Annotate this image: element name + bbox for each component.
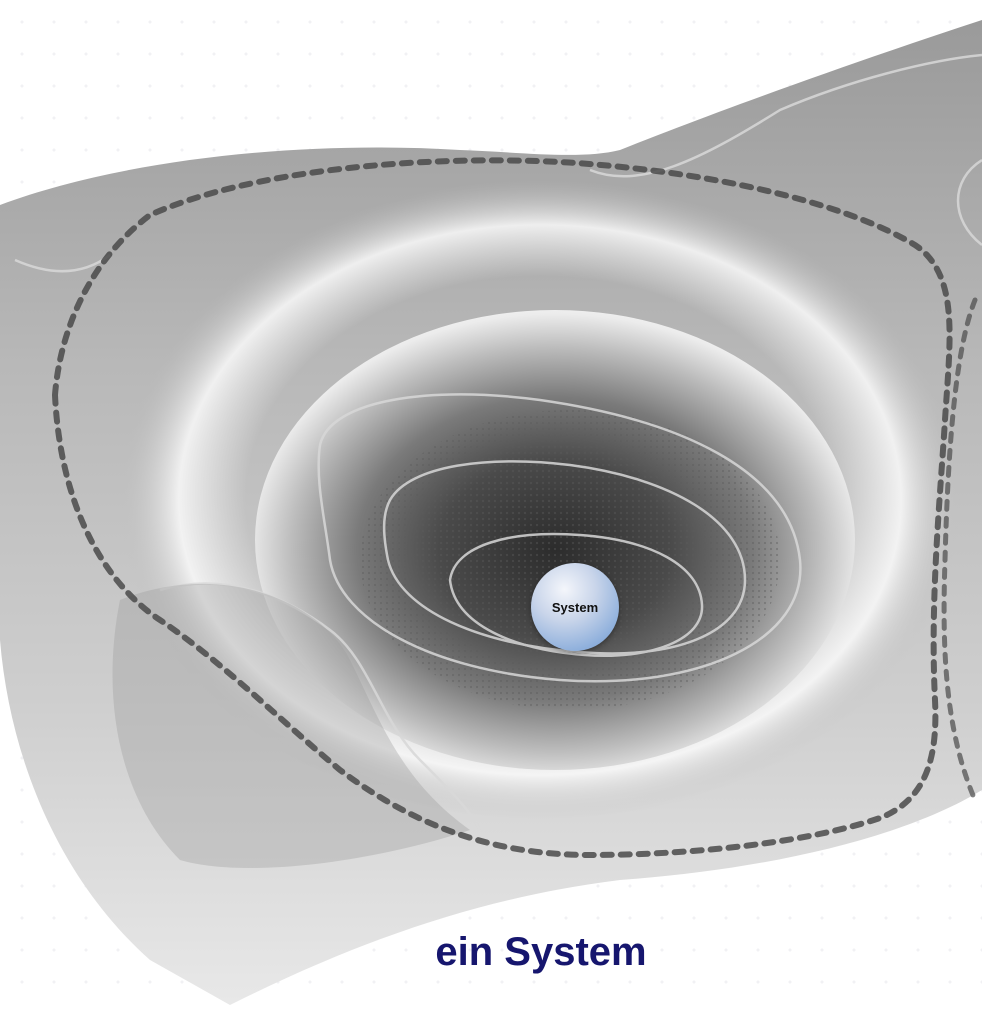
contour-lines bbox=[14, 53, 982, 831]
diagram-caption: ein System bbox=[435, 930, 647, 974]
basin-boundary bbox=[51, 157, 953, 859]
system-ball-label: System bbox=[551, 599, 599, 615]
system-ball: System bbox=[531, 563, 619, 651]
